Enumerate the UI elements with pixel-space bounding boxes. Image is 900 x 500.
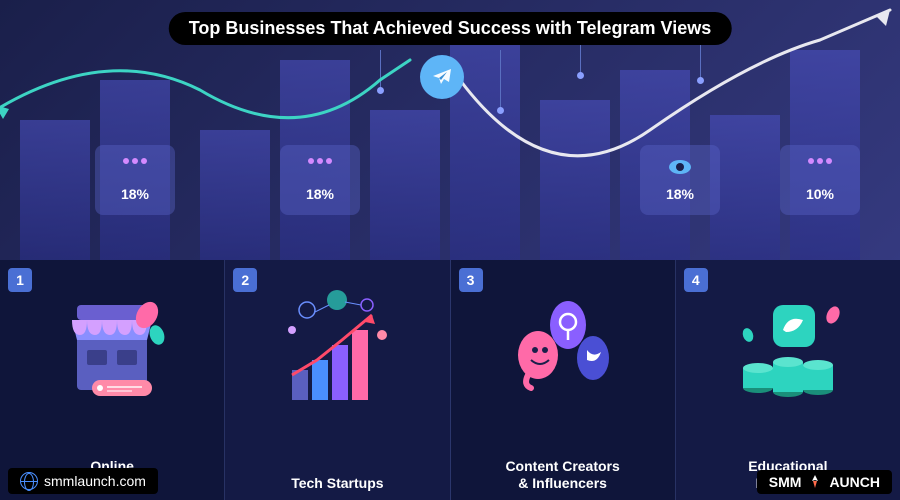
dots-icon: [308, 158, 332, 182]
card-label: Content Creators& Influencers: [505, 458, 619, 492]
stat-box: 18%: [280, 145, 360, 215]
growth-chart-illustration: [267, 280, 407, 420]
social-icons-illustration: [493, 280, 633, 420]
eye-icon: [668, 158, 692, 182]
card-number: 3: [459, 268, 483, 292]
page-title: Top Businesses That Achieved Success wit…: [169, 12, 732, 45]
card-number: 2: [233, 268, 257, 292]
dots-icon: [123, 158, 147, 182]
rocket-icon: [807, 474, 823, 490]
card-label: Tech Startups: [291, 475, 383, 492]
stat-box: 10%: [780, 145, 860, 215]
brand-badge: SMM AUNCH: [757, 470, 892, 494]
stat-value: 10%: [806, 186, 834, 202]
card-educational-platforms: 4: [676, 260, 900, 500]
website-badge: smmlaunch.com: [8, 468, 158, 494]
store-illustration: [42, 280, 182, 420]
globe-icon: [20, 472, 38, 490]
coins-leaf-illustration: [718, 280, 858, 420]
card-number: 4: [684, 268, 708, 292]
card-tech-startups: 2 Tech Startups: [225, 260, 450, 500]
stat-box: 18%: [640, 145, 720, 215]
card-online-retailers: 1 OnlineRetailers: [0, 260, 225, 500]
card-content-creators: 3 Content Creators& Influencers: [451, 260, 676, 500]
telegram-icon: [420, 55, 464, 99]
card-number: 1: [8, 268, 32, 292]
brand-pre: SMM: [769, 474, 802, 490]
stat-value: 18%: [306, 186, 334, 202]
cards-row: 1 OnlineRetailers 2: [0, 260, 900, 500]
stat-box: 18%: [95, 145, 175, 215]
dots-icon: [808, 158, 832, 182]
website-url: smmlaunch.com: [44, 473, 146, 489]
stat-value: 18%: [666, 186, 694, 202]
brand-post: AUNCH: [829, 474, 880, 490]
stat-value: 18%: [121, 186, 149, 202]
